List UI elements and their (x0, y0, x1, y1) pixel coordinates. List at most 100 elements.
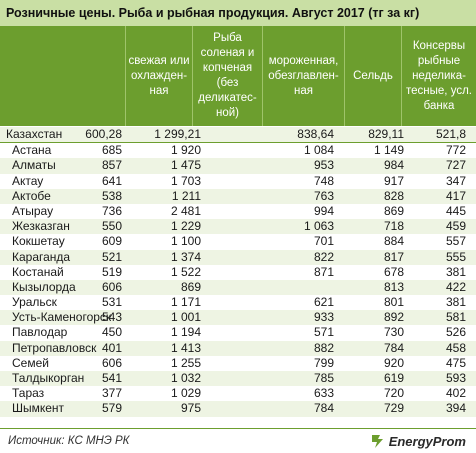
region-name: Караганда (12, 249, 71, 264)
table-header: свежая или охлажден- ная Рыба соленая и … (0, 26, 476, 126)
region-name: Усть-Каменогорск (12, 310, 112, 325)
table-row: Астана 685 1 920 1 084 1 149 772 (0, 143, 476, 158)
price-cell: 857 (101, 158, 122, 173)
table-row: Кокшетау 609 1 100 701 884 557 (0, 234, 476, 249)
price-cell: 730 (383, 325, 404, 340)
price-cell: 1 001 (170, 310, 201, 325)
table-row: Талдыкорган 541 1 032 785 619 593 (0, 371, 476, 387)
price-cell: 763 (313, 188, 334, 203)
price-cell: 543 (101, 310, 122, 325)
price-cell: 869 (383, 203, 404, 218)
source-note: Источник: КС МНЭ РК (8, 435, 130, 447)
price-cell: 869 (180, 279, 201, 294)
region-name: Костанай (12, 264, 64, 279)
price-cell: 884 (383, 234, 404, 249)
price-cell: 381 (445, 295, 466, 310)
price-cell: 381 (445, 264, 466, 279)
header-region (0, 26, 125, 126)
price-cell: 538 (101, 188, 122, 203)
price-cell: 521,8 (435, 127, 466, 141)
price-cell: 727 (445, 158, 466, 173)
price-cell: 685 (101, 143, 122, 158)
table-row: Кызылорда 606 869 813 422 (0, 279, 476, 296)
table-row: Актау 641 1 703 748 917 347 (0, 174, 476, 189)
price-cell: 1 171 (170, 295, 201, 310)
price-cell: 458 (445, 340, 466, 355)
price-cell: 445 (445, 203, 466, 218)
table-row: Петропавловск 401 1 413 882 784 458 (0, 340, 476, 356)
logo-text: EnergyProm (388, 433, 466, 449)
price-cell: 593 (445, 371, 466, 385)
region-name: Петропавловск (12, 340, 97, 355)
price-cell: 581 (445, 310, 466, 325)
price-cell: 772 (445, 143, 466, 158)
price-cell: 1 029 (170, 386, 201, 401)
region-name: Атырау (12, 203, 54, 218)
price-cell: 1 299,21 (154, 127, 201, 141)
price-cell: 475 (445, 355, 466, 370)
price-cell: 838,64 (297, 127, 334, 141)
footer: Источник: КС МНЭ РК EnergyProm (0, 428, 476, 453)
price-cell: 920 (383, 355, 404, 370)
price-cell: 1 522 (170, 264, 201, 279)
region-name: Уральск (12, 295, 57, 310)
price-cell: 720 (383, 386, 404, 401)
price-cell: 1 703 (170, 173, 201, 188)
price-cell: 1 413 (170, 340, 201, 355)
price-cell: 1 229 (170, 219, 201, 234)
logo-icon (371, 435, 383, 448)
price-cell: 550 (101, 219, 122, 234)
price-cell: 822 (313, 249, 334, 264)
price-cell: 1 149 (373, 143, 404, 158)
price-cell: 557 (445, 234, 466, 249)
price-cell: 417 (445, 188, 466, 203)
table-row: Шымкент 579 975 784 729 394 (0, 401, 476, 417)
price-cell: 871 (313, 264, 334, 279)
table-row: Алматы 857 1 475 953 984 727 (0, 158, 476, 174)
table-row: Павлодар 450 1 194 571 730 526 (0, 325, 476, 340)
price-cell: 748 (313, 173, 334, 188)
region-name: Павлодар (12, 325, 68, 340)
region-name: Актобе (12, 188, 51, 203)
price-cell: 1 920 (170, 143, 201, 158)
price-cell: 541 (101, 371, 122, 385)
price-cell: 718 (383, 219, 404, 234)
table-row: Жезказган 550 1 229 1 063 718 459 (0, 219, 476, 235)
header-frozen: мороженная, обезглавлен- ная (262, 26, 344, 126)
total-divider (0, 142, 476, 144)
region-name: Кокшетау (12, 234, 65, 249)
region-name: Алматы (12, 158, 56, 173)
region-name: Кызылорда (12, 279, 76, 294)
price-cell: 882 (313, 340, 334, 355)
price-cell: 892 (383, 310, 404, 325)
price-cell: 933 (313, 310, 334, 325)
price-cell: 394 (445, 401, 466, 416)
price-cell: 799 (313, 355, 334, 370)
price-cell: 606 (101, 355, 122, 370)
region-name: Семей (12, 355, 49, 370)
price-cell: 579 (101, 401, 122, 416)
price-cell: 422 (445, 279, 466, 294)
region-name: Актау (12, 173, 44, 188)
price-cell: 1 211 (171, 188, 201, 203)
region-name: Казахстан (6, 127, 63, 141)
price-cell: 1 084 (303, 143, 334, 158)
price-cell: 377 (101, 386, 122, 401)
table-title: Розничные цены. Рыба и рыбная продукция.… (0, 0, 476, 26)
price-cell: 450 (101, 325, 122, 340)
price-cell: 1 194 (170, 325, 201, 340)
price-cell: 729 (383, 401, 404, 416)
price-cell: 459 (445, 219, 466, 234)
region-name: Талдыкорган (12, 371, 85, 385)
price-cell: 531 (101, 295, 122, 310)
region-name: Астана (12, 143, 52, 158)
region-name: Жезказган (12, 219, 70, 234)
price-cell: 1 255 (170, 355, 201, 370)
price-cell: 609 (101, 234, 122, 249)
price-cell: 555 (445, 249, 466, 264)
price-cell: 1 374 (170, 249, 201, 264)
price-cell: 994 (313, 203, 334, 218)
price-cell: 1 475 (170, 158, 201, 173)
price-cell: 1 100 (170, 234, 201, 249)
region-name: Шымкент (12, 401, 65, 416)
